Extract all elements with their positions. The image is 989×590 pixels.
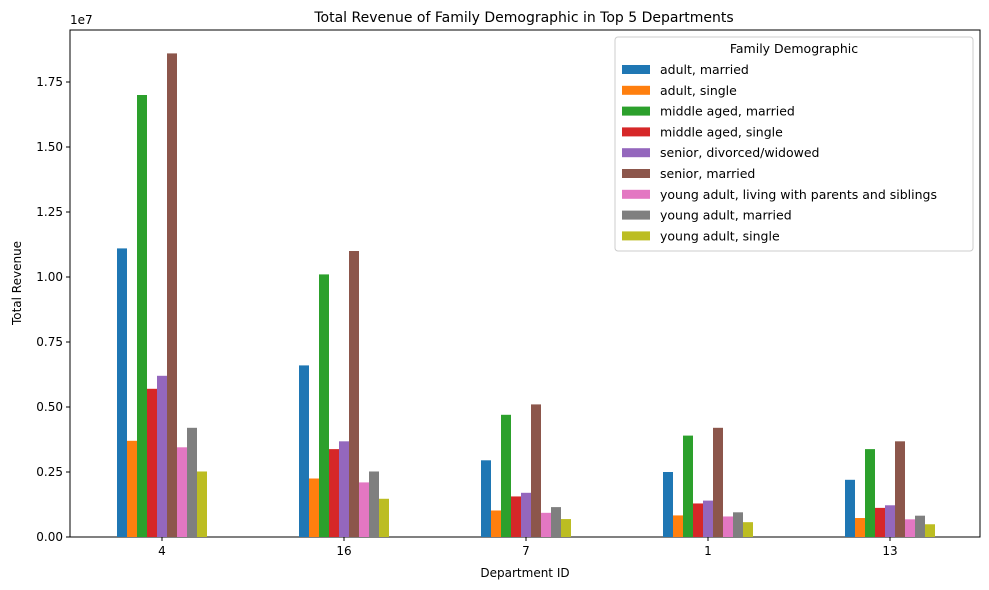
bar-young-adult-single-dept-16 — [379, 498, 389, 537]
bar-young-adult-married-dept-16 — [369, 471, 379, 537]
bar-young-adult-married-dept-4 — [187, 427, 197, 537]
bars-group — [117, 53, 935, 538]
legend-swatch — [622, 85, 650, 95]
bar-adult-married-dept-13 — [845, 479, 855, 537]
bar-senior-divorced-widowed-dept-4 — [157, 375, 167, 537]
bar-adult-single-dept-4 — [127, 440, 137, 537]
legend-swatch — [622, 169, 650, 178]
legend-title: Family Demographic — [730, 41, 858, 56]
x-tick-label: 13 — [882, 544, 897, 558]
legend-entry-label: middle aged, single — [660, 124, 783, 139]
bar-senior-married-dept-13 — [895, 441, 905, 537]
bar-adult-married-dept-1 — [663, 472, 673, 537]
bar-middle-aged-married-dept-4 — [137, 95, 147, 537]
bar-young-adult-living-with-parents-and-siblings-dept-1 — [723, 516, 733, 537]
legend-swatch — [622, 189, 650, 199]
bar-adult-married-dept-4 — [117, 248, 127, 537]
bar-middle-aged-married-dept-1 — [683, 435, 693, 537]
bar-young-adult-living-with-parents-and-siblings-dept-16 — [359, 482, 369, 537]
chart-title: Total Revenue of Family Demographic in T… — [313, 10, 733, 26]
bar-senior-divorced-widowed-dept-7 — [521, 492, 531, 537]
bar-young-adult-married-dept-7 — [551, 507, 561, 537]
y-tick-label: 1.00 — [36, 270, 63, 284]
legend-swatch — [622, 210, 650, 220]
bar-middle-aged-married-dept-13 — [865, 449, 875, 537]
legend-swatch — [622, 231, 650, 241]
bar-young-adult-married-dept-1 — [733, 512, 743, 537]
bar-young-adult-single-dept-13 — [925, 524, 935, 537]
bar-senior-married-dept-1 — [713, 427, 723, 537]
x-axis-ticks: 4 16 7 1 13 — [158, 537, 898, 558]
legend-swatch — [622, 127, 650, 137]
bar-young-adult-living-with-parents-and-siblings-dept-7 — [541, 512, 551, 537]
bar-middle-aged-single-dept-1 — [693, 503, 703, 537]
y-tick-label: 0.00 — [36, 530, 63, 544]
legend-swatch — [622, 106, 650, 116]
y-tick-label: 1.50 — [36, 140, 63, 154]
x-tick-label: 1 — [704, 544, 712, 558]
legend-entry-label: adult, single — [660, 83, 737, 98]
bar-senior-divorced-widowed-dept-16 — [339, 441, 349, 537]
legend: Family Demographic adult, married adult, … — [614, 36, 974, 252]
bar-senior-divorced-widowed-dept-1 — [703, 500, 713, 537]
legend-entry-label: young adult, married — [660, 208, 792, 223]
bar-senior-married-dept-4 — [167, 53, 177, 538]
bar-adult-married-dept-16 — [299, 365, 309, 537]
legend-entry-label: young adult, living with parents and sib… — [660, 187, 937, 202]
x-axis-label: Department ID — [480, 566, 569, 580]
y-offset-label: 1e7 — [70, 13, 93, 27]
y-tick-label: 1.75 — [36, 75, 63, 89]
y-tick-label: 0.50 — [36, 400, 63, 414]
y-tick-label: 0.25 — [36, 465, 63, 479]
bar-adult-single-dept-16 — [309, 478, 319, 537]
y-tick-label: 0.75 — [36, 335, 63, 349]
y-axis-label: Total Revenue — [10, 241, 24, 326]
bar-young-adult-single-dept-1 — [743, 522, 753, 537]
bar-middle-aged-single-dept-16 — [329, 449, 339, 537]
bar-young-adult-married-dept-13 — [915, 515, 925, 537]
x-tick-label: 16 — [336, 544, 351, 558]
bar-senior-married-dept-7 — [531, 404, 541, 537]
bar-young-adult-single-dept-4 — [197, 471, 207, 537]
legend-entry-label: adult, married — [660, 62, 749, 77]
bar-senior-divorced-widowed-dept-13 — [885, 505, 895, 537]
bar-middle-aged-married-dept-16 — [319, 274, 329, 537]
x-tick-label: 4 — [158, 544, 166, 558]
legend-entry-label: senior, divorced/widowed — [660, 145, 820, 160]
bar-middle-aged-single-dept-7 — [511, 496, 521, 537]
bar-adult-single-dept-7 — [491, 510, 501, 537]
x-tick-label: 7 — [522, 544, 530, 558]
legend-entry-label: middle aged, married — [660, 104, 795, 119]
bar-middle-aged-married-dept-7 — [501, 414, 511, 537]
bar-senior-married-dept-16 — [349, 251, 359, 537]
bar-middle-aged-single-dept-13 — [875, 507, 885, 537]
legend-swatch — [622, 148, 650, 158]
bar-adult-married-dept-7 — [481, 460, 491, 537]
y-axis-ticks: 0.00 0.25 0.50 0.75 1.00 1.25 1.50 1.75 — [36, 75, 70, 544]
legend-box — [614, 36, 974, 252]
bar-young-adult-living-with-parents-and-siblings-dept-13 — [905, 519, 915, 537]
bar-young-adult-single-dept-7 — [561, 519, 571, 537]
bar-young-adult-living-with-parents-and-siblings-dept-4 — [177, 447, 187, 537]
y-tick-label: 1.25 — [36, 205, 63, 219]
bar-adult-single-dept-1 — [673, 515, 683, 537]
bar-adult-single-dept-13 — [855, 518, 865, 537]
legend-entry-label: young adult, single — [660, 228, 780, 243]
legend-swatch — [622, 65, 650, 74]
bar-middle-aged-single-dept-4 — [147, 388, 157, 537]
legend-entry-label: senior, married — [660, 166, 755, 181]
